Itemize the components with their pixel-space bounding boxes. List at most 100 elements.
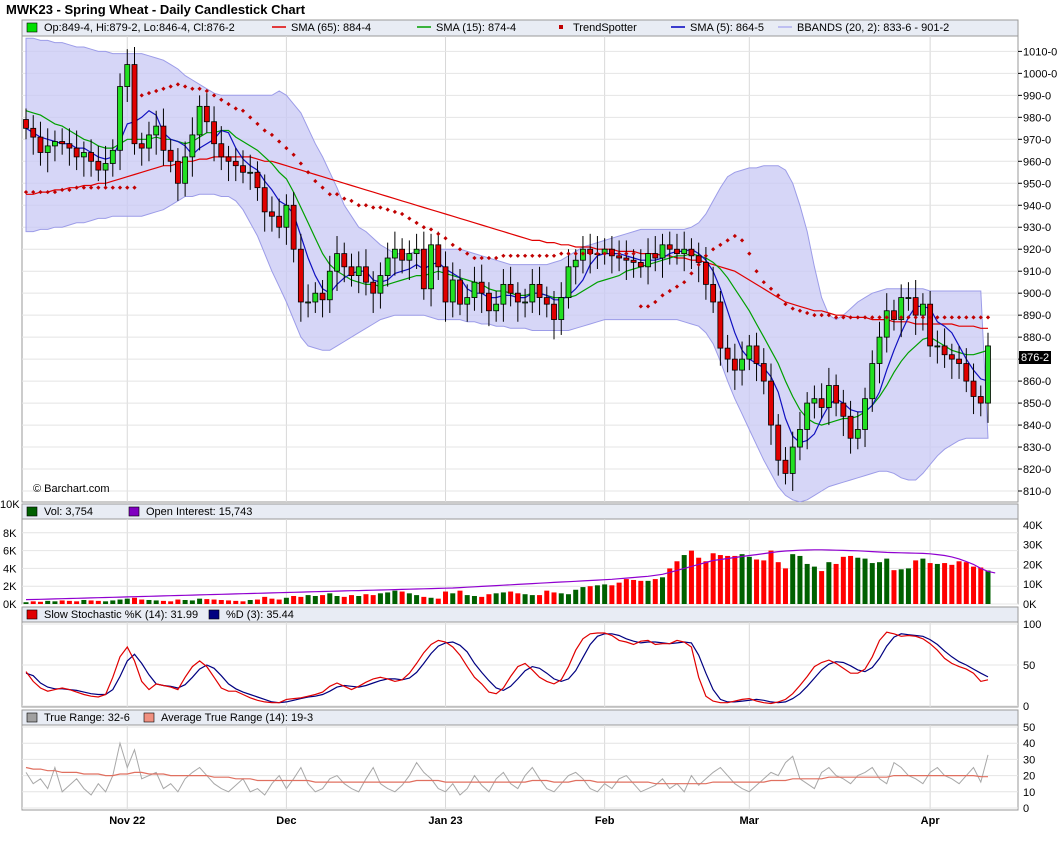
candle — [95, 160, 102, 171]
volume-bar — [558, 593, 564, 604]
volume-bar — [565, 594, 571, 604]
trendspotter-dot — [277, 139, 282, 144]
trendspotter-dot — [190, 86, 195, 91]
candle — [920, 303, 926, 316]
volume-bar — [348, 595, 354, 604]
trendspotter-dot — [385, 207, 390, 212]
volume-bar — [949, 564, 955, 604]
volume-bar — [247, 599, 253, 604]
trendspotter-dot — [305, 170, 311, 175]
trendspotter-dot — [573, 251, 578, 256]
volume-bar — [905, 568, 911, 604]
sma15-line — [25, 110, 989, 426]
price-tick-label: 930-0 — [1023, 222, 1051, 234]
volume-bar — [312, 595, 318, 604]
candle — [182, 156, 189, 184]
volume-bar — [298, 596, 304, 604]
trendspotter-dot — [711, 247, 716, 252]
volume-bar — [226, 600, 232, 604]
volume-bar — [283, 597, 289, 604]
trendspotter-dot — [913, 315, 918, 320]
price-tick-label: 990-0 — [1023, 90, 1051, 102]
volume-bar — [464, 595, 470, 604]
trendspotter-dot — [805, 310, 810, 316]
stochastic-d-line — [25, 633, 989, 704]
candle — [529, 283, 536, 303]
candle — [102, 163, 109, 171]
trendspotter-dot — [103, 185, 108, 190]
volume-left-tick-label: 6K — [3, 546, 17, 558]
candle — [637, 262, 644, 268]
volume-bar — [385, 592, 391, 604]
trendspotter-dot — [768, 286, 774, 291]
trendspotter-dot — [233, 106, 238, 111]
volume-bar — [775, 562, 781, 604]
candle — [341, 253, 348, 268]
trendspotter-dot — [23, 189, 29, 195]
price-tick-label: 860-0 — [1023, 376, 1051, 388]
trendspotter-dot — [739, 238, 745, 243]
trendspotter-dot — [60, 187, 65, 192]
candle — [898, 297, 905, 320]
volume-bar — [573, 589, 579, 604]
legend-swatch — [559, 25, 563, 29]
volume-bar — [725, 555, 731, 604]
trendspotter-dot — [935, 315, 940, 320]
volume-bar — [674, 561, 680, 604]
candle — [869, 363, 876, 400]
candle — [760, 363, 767, 382]
price-tick-label: 850-0 — [1023, 398, 1051, 410]
candle — [905, 297, 912, 299]
candle — [493, 303, 500, 312]
trendspotter-dot — [363, 203, 369, 208]
volume-bar — [529, 595, 535, 604]
volume-bar — [59, 600, 65, 604]
candle — [109, 149, 116, 164]
volume-bar — [450, 593, 456, 604]
volume-bar — [81, 599, 87, 604]
trendspotter-dot — [891, 315, 897, 320]
trendspotter-dot — [566, 251, 571, 256]
trendspotter-dot — [219, 97, 224, 102]
candle — [225, 156, 232, 162]
candle — [88, 152, 94, 162]
trendspotter-dot — [139, 93, 144, 98]
candle — [413, 248, 420, 255]
candle — [319, 292, 326, 301]
volume-bar — [254, 599, 260, 604]
trendspotter-dot — [407, 216, 412, 221]
volume-bar — [334, 595, 340, 604]
trendspotter-dot — [465, 251, 470, 256]
x-month-label: Jan 23 — [428, 815, 462, 827]
volume-bar — [197, 598, 203, 604]
candle — [724, 347, 731, 360]
volume-bar — [623, 579, 629, 604]
candle — [616, 255, 623, 259]
volume-bar — [855, 557, 861, 604]
trendspotter-dot — [486, 255, 492, 261]
stochastic-k-line — [25, 631, 989, 705]
candle — [442, 266, 449, 303]
volume-axis-top-label: 10K — [0, 499, 20, 511]
stochastic-tick-label: 50 — [1023, 660, 1035, 672]
volume-bar — [370, 595, 376, 604]
volume-left-tick-label: 8K — [3, 528, 17, 540]
volume-bar — [23, 602, 29, 604]
volume-bar — [782, 568, 788, 604]
volume-bar — [131, 597, 137, 604]
candle — [522, 301, 528, 304]
trendspotter-dot — [530, 253, 535, 258]
volume-bar — [660, 577, 666, 604]
volume-bar — [471, 595, 477, 604]
volume-bar — [551, 592, 557, 604]
trendspotter-dot — [978, 315, 983, 320]
candle — [731, 358, 738, 371]
volume-bar — [160, 600, 166, 604]
volume-bar — [363, 594, 369, 604]
candle — [710, 283, 717, 303]
candle — [652, 253, 659, 259]
candle — [174, 160, 181, 184]
candle — [196, 105, 203, 136]
candle — [565, 266, 572, 298]
candle — [297, 248, 304, 303]
